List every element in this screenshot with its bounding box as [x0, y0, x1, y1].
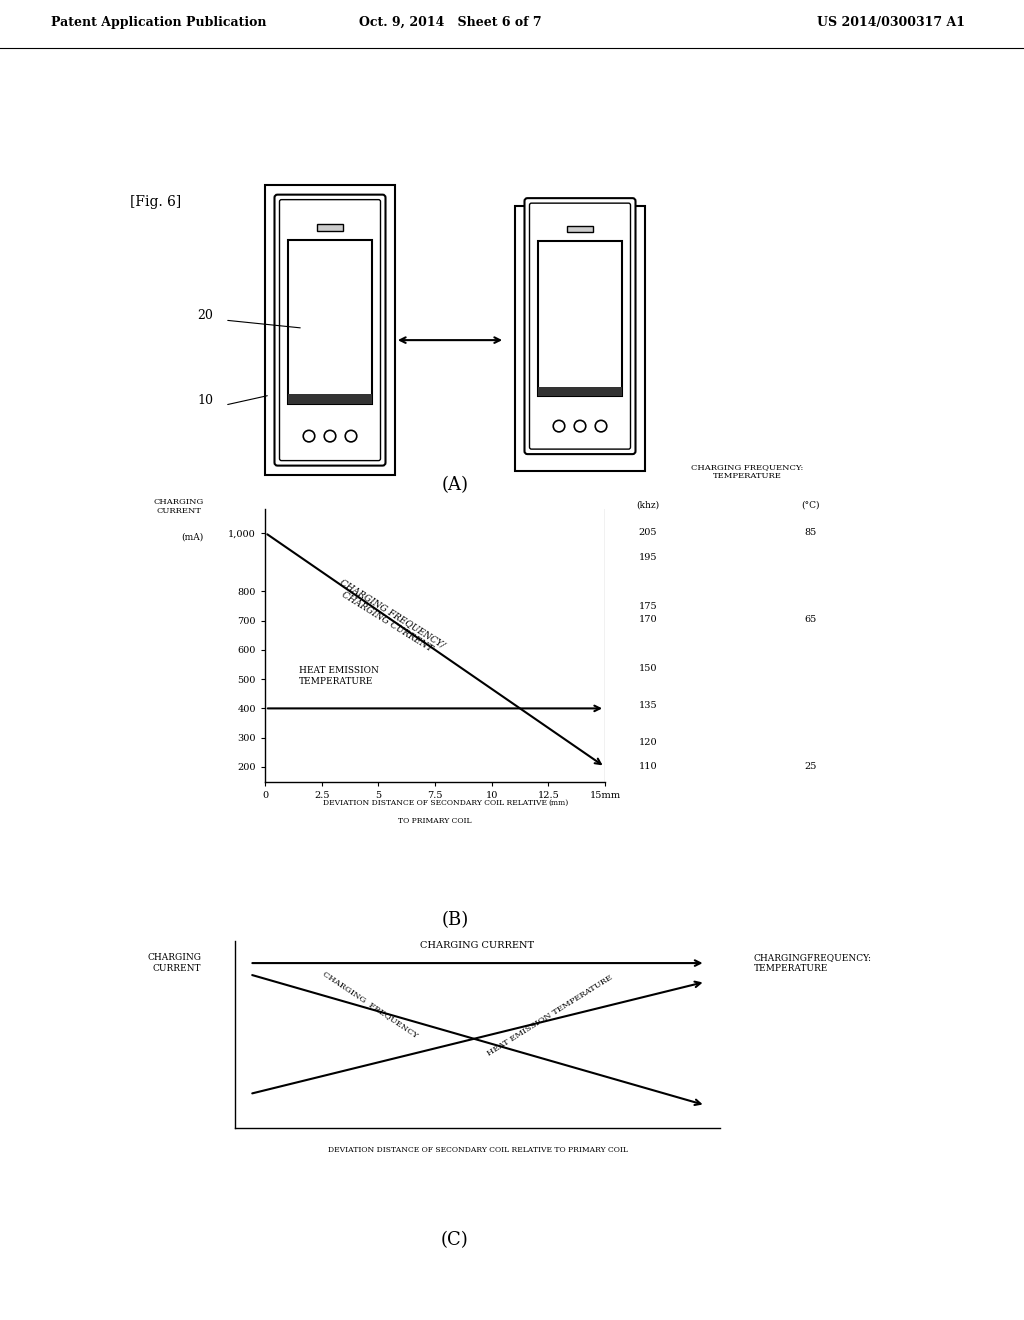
Bar — [265, 185, 395, 475]
Text: US 2014/0300317 A1: US 2014/0300317 A1 — [817, 16, 965, 29]
Bar — [538, 242, 622, 396]
Text: (A): (A) — [441, 477, 469, 494]
Text: 175: 175 — [638, 602, 657, 611]
Text: CHARGING FREQUENCY/
CHARGING CURRENT: CHARGING FREQUENCY/ CHARGING CURRENT — [333, 577, 446, 659]
Bar — [538, 387, 622, 396]
Text: 25: 25 — [804, 763, 816, 771]
Bar — [288, 240, 372, 404]
Text: 120: 120 — [638, 738, 657, 747]
Text: TO PRIMARY COIL: TO PRIMARY COIL — [398, 817, 472, 825]
Text: CHARGING  FREQUENCY: CHARGING FREQUENCY — [322, 969, 420, 1039]
Text: 150: 150 — [639, 664, 657, 673]
Text: CHARGING
CURRENT: CHARGING CURRENT — [147, 953, 201, 973]
Text: DEVIATION DISTANCE OF SECONDARY COIL RELATIVE TO PRIMARY COIL: DEVIATION DISTANCE OF SECONDARY COIL REL… — [328, 1147, 628, 1155]
Text: (°C): (°C) — [801, 500, 819, 510]
Text: DEVIATION DISTANCE OF SECONDARY COIL RELATIVE: DEVIATION DISTANCE OF SECONDARY COIL REL… — [323, 799, 547, 807]
Text: 85: 85 — [804, 528, 816, 537]
Text: (khz): (khz) — [636, 500, 659, 510]
Text: CHARGINGFREQUENCY:
TEMPERATURE: CHARGINGFREQUENCY: TEMPERATURE — [754, 953, 872, 973]
Text: Oct. 9, 2014   Sheet 6 of 7: Oct. 9, 2014 Sheet 6 of 7 — [359, 16, 542, 29]
Text: 110: 110 — [638, 763, 657, 771]
Bar — [567, 226, 593, 232]
Text: (B): (B) — [441, 911, 469, 929]
Text: CHARGING
CURRENT: CHARGING CURRENT — [154, 498, 204, 515]
Text: (mA): (mA) — [181, 533, 204, 541]
Circle shape — [574, 420, 586, 432]
Text: [Fig. 6]: [Fig. 6] — [130, 195, 181, 209]
Bar — [515, 206, 645, 471]
Text: HEAT EMISSION
TEMPERATURE: HEAT EMISSION TEMPERATURE — [299, 667, 379, 686]
FancyBboxPatch shape — [274, 194, 385, 466]
Text: 65: 65 — [804, 615, 816, 623]
Text: CHARGING FREQUENCY:
TEMPERATURE: CHARGING FREQUENCY: TEMPERATURE — [691, 463, 804, 480]
FancyBboxPatch shape — [524, 198, 636, 454]
Circle shape — [595, 420, 607, 432]
Bar — [316, 224, 343, 231]
Text: 10: 10 — [197, 393, 213, 407]
Text: CHARGING CURRENT: CHARGING CURRENT — [421, 941, 535, 950]
Circle shape — [553, 420, 565, 432]
Text: 170: 170 — [638, 615, 657, 623]
Text: 205: 205 — [639, 528, 657, 537]
Text: 135: 135 — [638, 701, 657, 710]
Circle shape — [345, 430, 356, 442]
Text: Patent Application Publication: Patent Application Publication — [51, 16, 266, 29]
Bar — [288, 395, 372, 404]
FancyBboxPatch shape — [280, 199, 381, 461]
Circle shape — [325, 430, 336, 442]
Text: 20: 20 — [198, 309, 213, 322]
Text: 195: 195 — [639, 553, 657, 562]
Text: (C): (C) — [441, 1232, 469, 1249]
Circle shape — [303, 430, 314, 442]
FancyBboxPatch shape — [529, 203, 631, 449]
Text: (mm): (mm) — [548, 799, 568, 807]
Text: HEAT EMISSION TEMPERATURE: HEAT EMISSION TEMPERATURE — [486, 973, 614, 1057]
